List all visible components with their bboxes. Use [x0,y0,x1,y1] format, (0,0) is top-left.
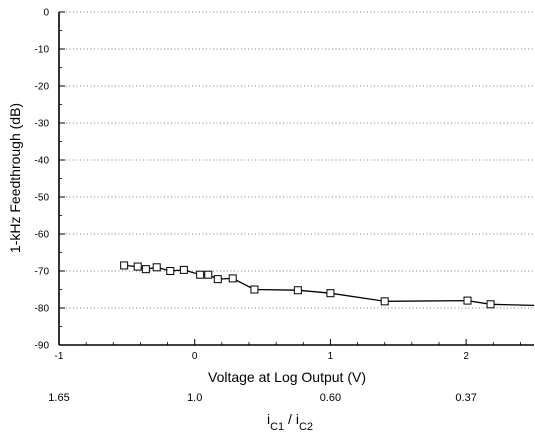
data-point-marker [196,270,205,279]
y-tick-label: -10 [35,45,50,56]
ratio-tick-label: 1.0 [187,392,202,404]
y-axis: 0 -10 -20 -30 -40 -50 -60 -70 -80 -90 [35,8,65,352]
data-point-marker [250,285,259,294]
data-series [120,261,535,309]
x-axis-title: Voltage at Log Output (V) [208,369,366,385]
x-tick-label: 1 [328,351,334,362]
data-point-marker [293,286,302,295]
data-point-marker [486,300,495,309]
x-tick-label: -1 [55,351,64,362]
data-point-marker [166,267,175,275]
secondary-axis-ratio: 1.65 1.0 0.60 0.37 [48,392,477,404]
data-point-marker [179,265,188,274]
y-tick-label: 0 [43,8,49,19]
ratio-tick-label: 0.37 [455,392,476,404]
secondary-axis-title: iC1 / iC2 [267,411,313,432]
data-point-marker [380,297,389,306]
gridlines [59,11,534,309]
x-tick-label: 0 [192,351,198,362]
y-tick-label: -90 [35,341,50,352]
y-tick-label: -50 [35,193,50,204]
data-point-marker [120,261,129,270]
y-tick-label: -40 [35,156,50,167]
y-axis-title: 1-kHz Feedthrough (dB) [7,103,23,253]
y-tick-label: -20 [35,82,50,93]
data-point-marker [228,274,237,283]
ratio-tick-label: 1.65 [48,392,69,404]
ratio-tick-label: 0.60 [320,392,341,404]
y-tick-label: -30 [35,119,50,130]
data-point-marker [463,296,472,305]
y-tick-label: -70 [35,267,50,278]
data-point-marker [326,289,335,298]
y-tick-label: -80 [35,304,50,315]
x-axis: -1 0 1 2 [55,339,534,362]
x-tick-label: 2 [463,351,469,362]
data-point-marker [152,263,161,272]
data-point-marker [133,262,142,271]
data-point-marker [213,275,222,284]
y-tick-label: -60 [35,230,50,241]
data-point-marker [141,265,150,274]
data-point-marker [204,270,213,279]
